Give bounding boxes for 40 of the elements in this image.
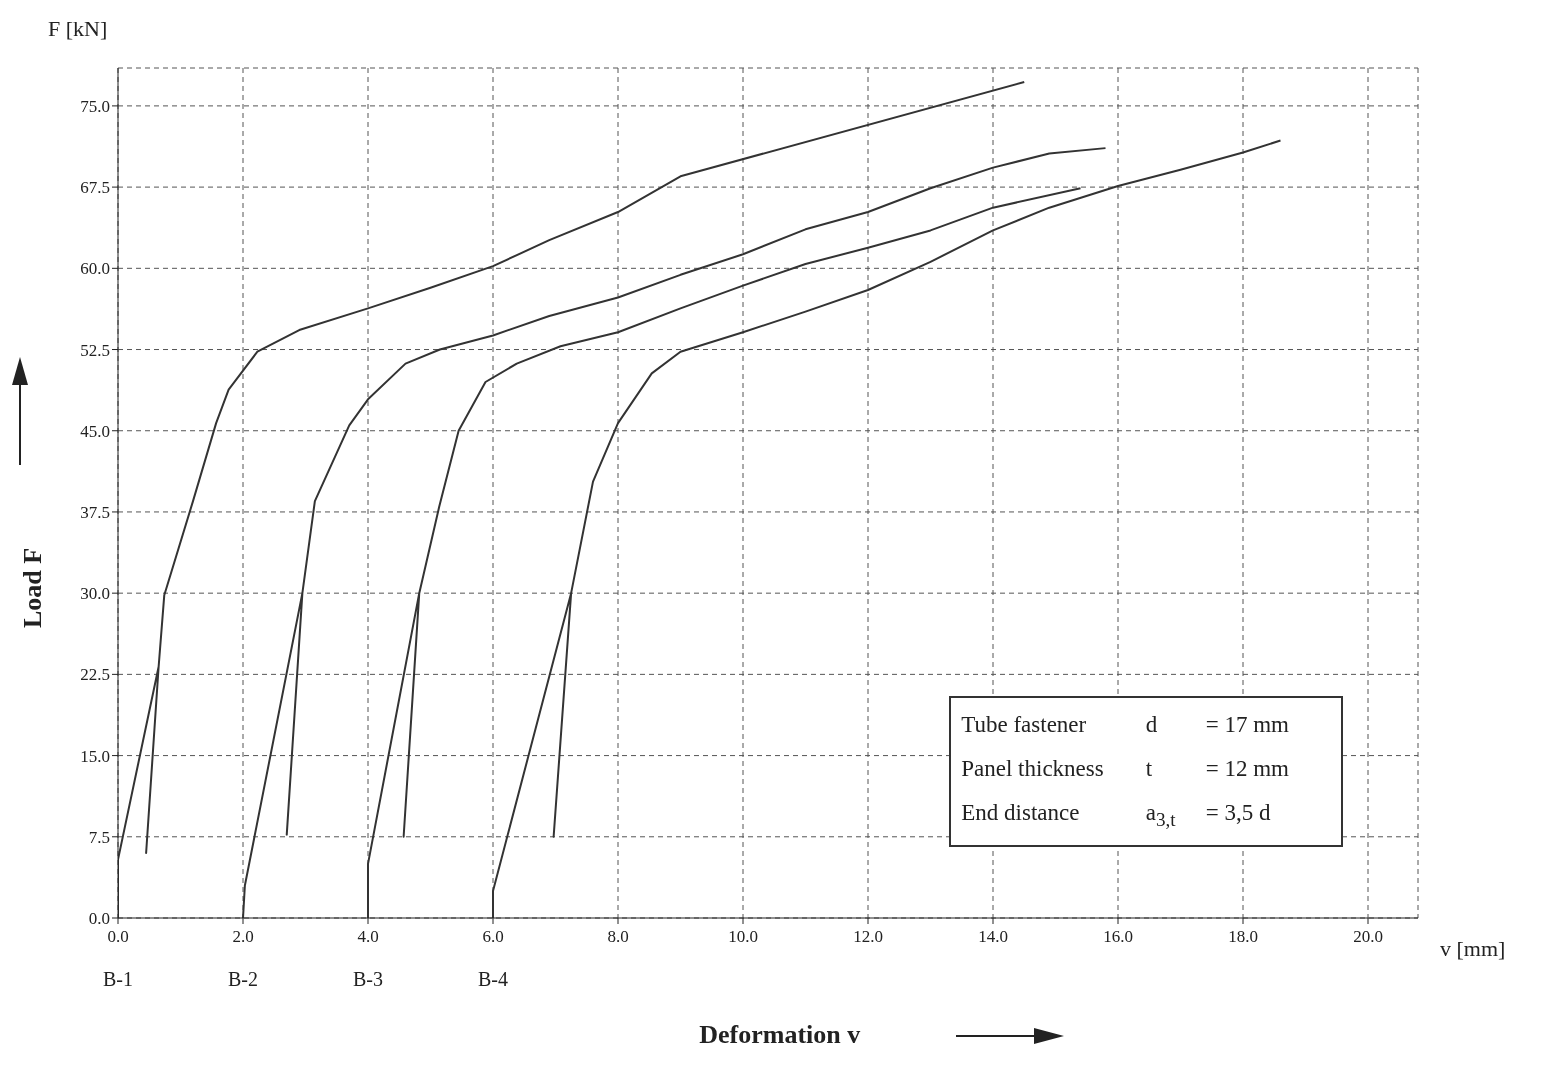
y-tick-label: 52.5 <box>80 340 110 360</box>
x-axis-title: Deformation v <box>699 1020 861 1049</box>
annotation: a$_{3,t}$ <box>1145 800 1176 830</box>
y-tick-label: 75.0 <box>80 96 110 116</box>
y-tick-label: 45.0 <box>80 421 110 441</box>
annotation: End distance <box>961 800 1080 826</box>
x-tick-label: 14.0 <box>978 927 1008 947</box>
y-tick-label: 67.5 <box>80 178 110 198</box>
annotation: Tube fastener <box>961 712 1087 738</box>
y-tick-label: 37.5 <box>80 502 110 522</box>
x-tick-label: 4.0 <box>357 927 379 947</box>
x-tick-label: 10.0 <box>728 927 758 947</box>
text: v [mm] <box>1440 936 1506 961</box>
y-tick-label: 7.5 <box>88 827 110 847</box>
y-tick-label: 15.0 <box>80 746 110 766</box>
line-series <box>242 147 1107 918</box>
annotation: d <box>1145 712 1158 738</box>
x-tick-label: 18.0 <box>1228 927 1258 947</box>
text: B-2 <box>228 968 258 990</box>
annotation: = 12 mm <box>1205 756 1289 782</box>
x-tick-label: 20.0 <box>1353 927 1383 947</box>
text: F [kN] <box>48 16 108 41</box>
x-tick-label: 2.0 <box>232 927 254 947</box>
x-tick-label: 8.0 <box>607 927 629 947</box>
y-tick-label: 0.0 <box>88 909 110 929</box>
annotation: = 17 mm <box>1205 712 1289 738</box>
x-tick-label: 0.0 <box>107 927 129 947</box>
text: B-1 <box>103 968 133 990</box>
x-tick-label: 6.0 <box>482 927 504 947</box>
y-axis-title: Load F <box>18 548 47 629</box>
text: B-3 <box>353 968 383 990</box>
annotation: t <box>1145 756 1153 782</box>
y-tick-label: 30.0 <box>80 584 110 604</box>
text: B-4 <box>478 968 508 990</box>
y-tick-label: 22.5 <box>80 665 110 685</box>
annotation: = 3,5 d <box>1205 800 1271 826</box>
x-tick-label: 16.0 <box>1103 927 1133 947</box>
annotation: Panel thickness <box>961 756 1104 782</box>
y-tick-label: 60.0 <box>80 259 110 279</box>
x-tick-label: 12.0 <box>853 927 883 947</box>
